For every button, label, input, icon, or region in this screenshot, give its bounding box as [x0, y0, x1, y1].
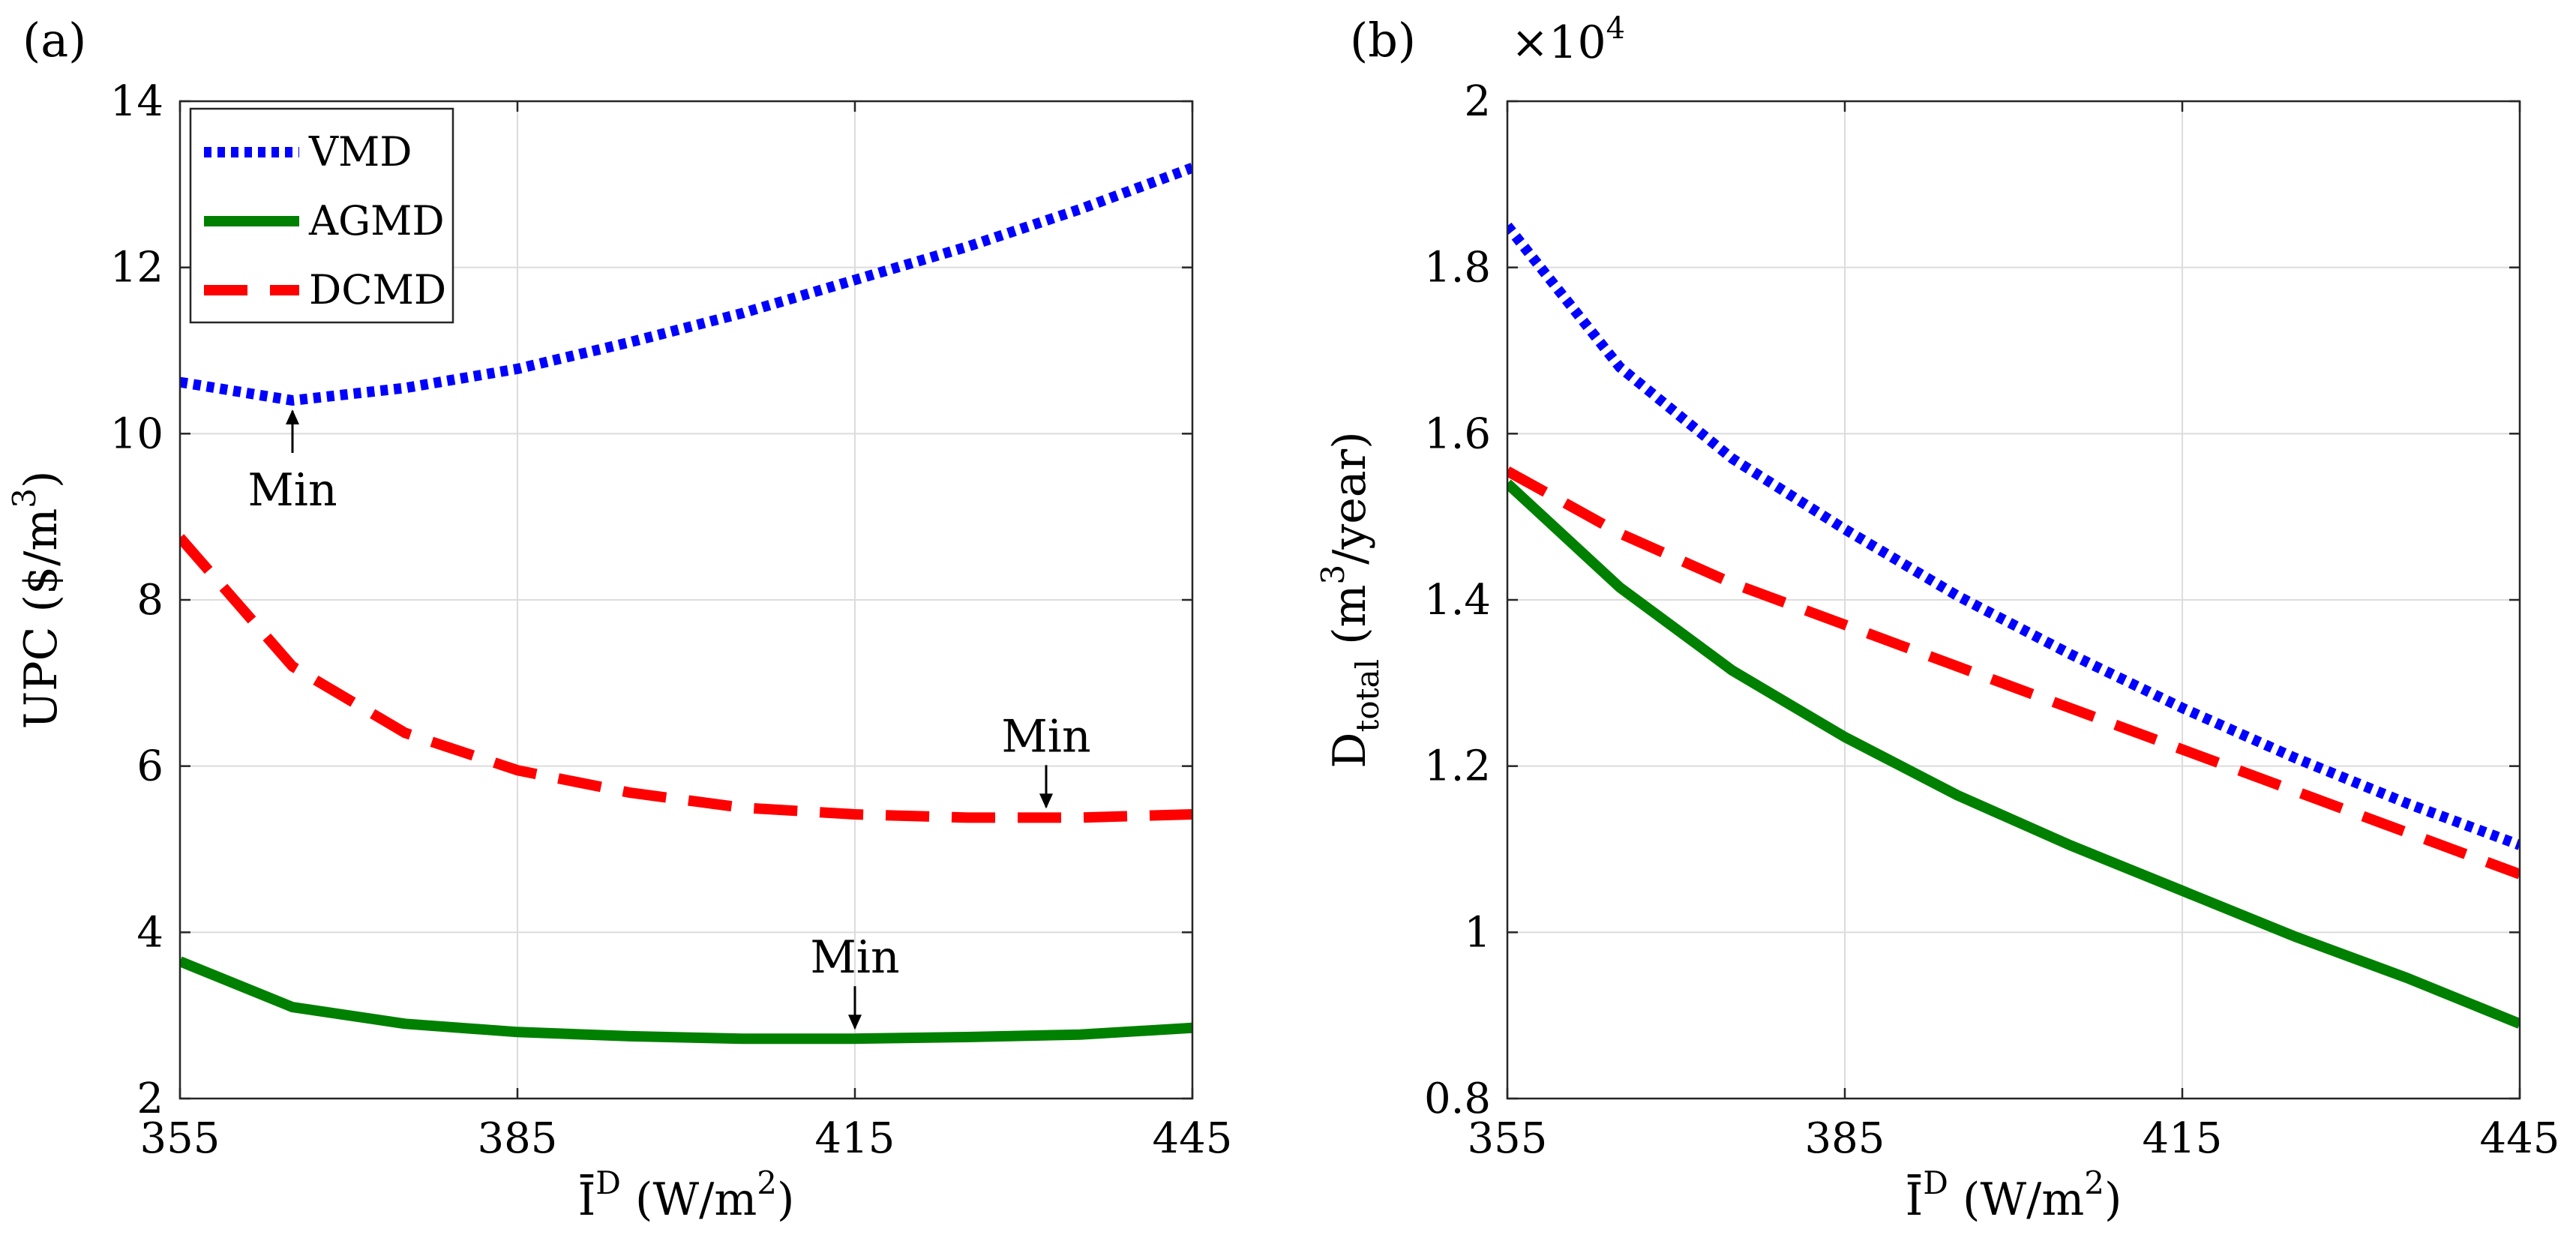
- x-tick-label: 355: [140, 1114, 220, 1163]
- annotation-min: Min: [247, 409, 337, 517]
- series-group: [1507, 222, 2520, 1029]
- x-tick-label: 445: [1153, 1114, 1233, 1163]
- annotation-arrowhead: [848, 1015, 862, 1030]
- series-line-agmd: [1507, 479, 2520, 1029]
- x-label-superscript: D: [1923, 1165, 1948, 1201]
- x-label-symbol: Ī: [1906, 1174, 1924, 1226]
- series-group: [180, 163, 1192, 1045]
- y-tick-label: 8: [136, 576, 163, 625]
- y-tick-label: 12: [110, 244, 163, 292]
- annotation-text: Min: [247, 464, 337, 517]
- exponent-power: 4: [1606, 11, 1625, 46]
- x-tick-label: 385: [478, 1114, 558, 1163]
- x-tick-label: 415: [815, 1114, 895, 1163]
- y-label-subscript: total: [1349, 659, 1386, 733]
- annotation-arrowhead: [286, 409, 299, 424]
- y-tick-label: 10: [110, 409, 163, 458]
- x-tick-label: 445: [2480, 1114, 2560, 1163]
- x-tick-label: 385: [1805, 1114, 1885, 1163]
- y-tick-label: 1.6: [1424, 409, 1491, 458]
- y-tick-label: 2: [136, 1075, 163, 1123]
- legend-entry-vmd: VMD: [308, 128, 412, 175]
- y-axis-label: UPC ($/m3): [6, 471, 67, 730]
- y-exponent-label: ×104: [1511, 11, 1625, 69]
- y-axis-label: Dtotal (m3/year): [1315, 431, 1386, 768]
- y-tick-label: 1.4: [1424, 576, 1491, 625]
- y-label-superscript: 3: [6, 488, 43, 508]
- y-label-text: D: [1324, 733, 1376, 769]
- series-line-agmd: [180, 956, 1192, 1045]
- legend: VMD AGMD DCMD: [189, 107, 454, 324]
- legend-entry-agmd: AGMD: [308, 197, 445, 244]
- x-label-symbol: Ī: [578, 1174, 596, 1226]
- y-tick-label: 0.8: [1424, 1075, 1491, 1123]
- y-label-end: ): [15, 471, 67, 488]
- y-label-unit-end: /year): [1324, 431, 1376, 564]
- y-tick-label: 2: [1464, 77, 1491, 126]
- x-label-unit-superscript: 2: [757, 1165, 777, 1201]
- annotation-min: Min: [810, 931, 900, 1030]
- annotation-text: Min: [810, 931, 899, 984]
- x-axis-label: ĪD (W/m2): [1906, 1165, 2122, 1226]
- y-tick-label: 1: [1464, 908, 1491, 957]
- annotation-text: Min: [1001, 710, 1090, 763]
- y-tick-label: 14: [110, 77, 163, 126]
- legend-entry-dcmd: DCMD: [309, 266, 446, 313]
- x-axis-label: ĪD (W/m2): [578, 1165, 795, 1226]
- y-tick-label: 4: [136, 908, 163, 957]
- series-line-dcmd: [1507, 466, 2520, 880]
- series-line-dcmd: [180, 534, 1192, 823]
- annotation-min: Min: [1001, 710, 1091, 809]
- panel-label: (a): [22, 13, 86, 67]
- exponent-base: ×10: [1511, 16, 1606, 69]
- y-label-unit-superscript: 3: [1315, 565, 1351, 585]
- x-label-unit: (W/m: [1948, 1174, 2084, 1226]
- y-tick-label: 1.2: [1424, 742, 1491, 791]
- panel-label: (b): [1350, 13, 1416, 67]
- annotation-arrowhead: [1039, 793, 1053, 809]
- series-line-vmd: [1507, 222, 2520, 850]
- x-tick-label: 415: [2143, 1114, 2223, 1163]
- y-label-unit: (m: [1324, 585, 1376, 659]
- x-tick-label: 355: [1468, 1114, 1548, 1163]
- x-label-unit-end: ): [2104, 1174, 2122, 1226]
- y-tick-label: 1.8: [1424, 244, 1491, 292]
- x-label-superscript: D: [595, 1165, 621, 1201]
- y-tick-label: 6: [136, 742, 163, 791]
- x-label-unit: (W/m: [621, 1174, 757, 1226]
- y-label-text: UPC ($/m: [15, 508, 67, 730]
- series-line-vmd: [180, 163, 1192, 406]
- x-label-unit-end: ): [777, 1174, 794, 1226]
- x-label-unit-superscript: 2: [2084, 1165, 2104, 1201]
